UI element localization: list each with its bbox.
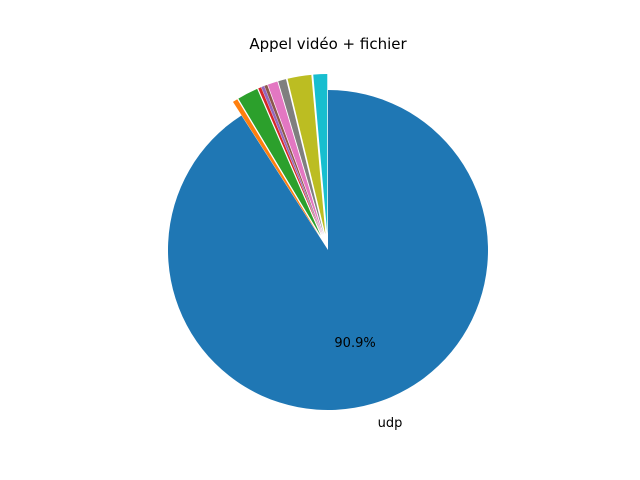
pie-slice-unlabeled-2: [238, 88, 321, 236]
pie-slice-unlabeled-1: [232, 99, 320, 237]
pie-slice-unlabeled-6: [267, 81, 323, 235]
slice-percent-label: 90.9%: [334, 336, 375, 351]
pie-slice-udp: [167, 90, 489, 410]
pie-slice-unlabeled-9: [313, 74, 328, 235]
pie-slice-unlabeled-8: [287, 74, 326, 235]
pie-labels: 90.9% udp: [334, 336, 402, 431]
pie-slice-unlabeled-3: [258, 87, 322, 236]
pie-slices: [167, 74, 489, 410]
slice-category-label: udp: [378, 416, 403, 431]
pie-slice-unlabeled-7: [278, 79, 324, 235]
chart-title: Appel vidéo + fichier: [249, 35, 407, 53]
pie-slice-unlabeled-5: [264, 84, 323, 236]
pie-slice-unlabeled-4: [261, 86, 323, 236]
